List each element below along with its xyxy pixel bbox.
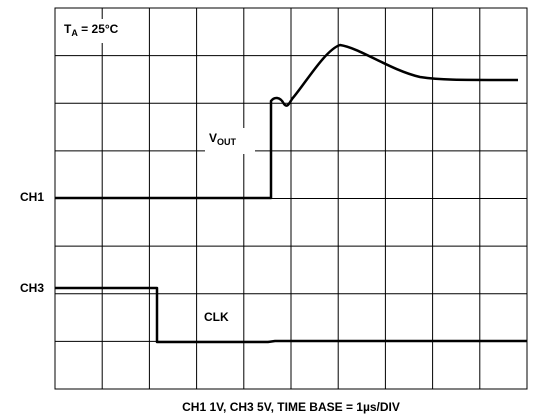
- label-bg: [60, 19, 138, 43]
- ch1-vout-trace: [55, 43, 519, 200]
- vout-label: VOUT: [209, 131, 237, 147]
- ch3-clk-trace: [55, 286, 527, 344]
- ch3-label: CH3: [20, 281, 44, 295]
- label-subscript: A: [71, 28, 78, 38]
- label-part: V: [209, 131, 217, 145]
- label-subscript: OUT: [217, 137, 237, 147]
- label-part: = 25°C: [78, 22, 119, 36]
- caption: CH1 1V, CH3 5V, TIME BASE = 1µs/DIV: [182, 400, 400, 414]
- clk-label: CLK: [204, 310, 229, 324]
- condition-label: TA = 25°C: [64, 22, 119, 38]
- label-bg: [205, 128, 255, 154]
- label-part: T: [64, 22, 72, 36]
- label-bg: [200, 308, 240, 328]
- ch1-label: CH1: [20, 190, 44, 204]
